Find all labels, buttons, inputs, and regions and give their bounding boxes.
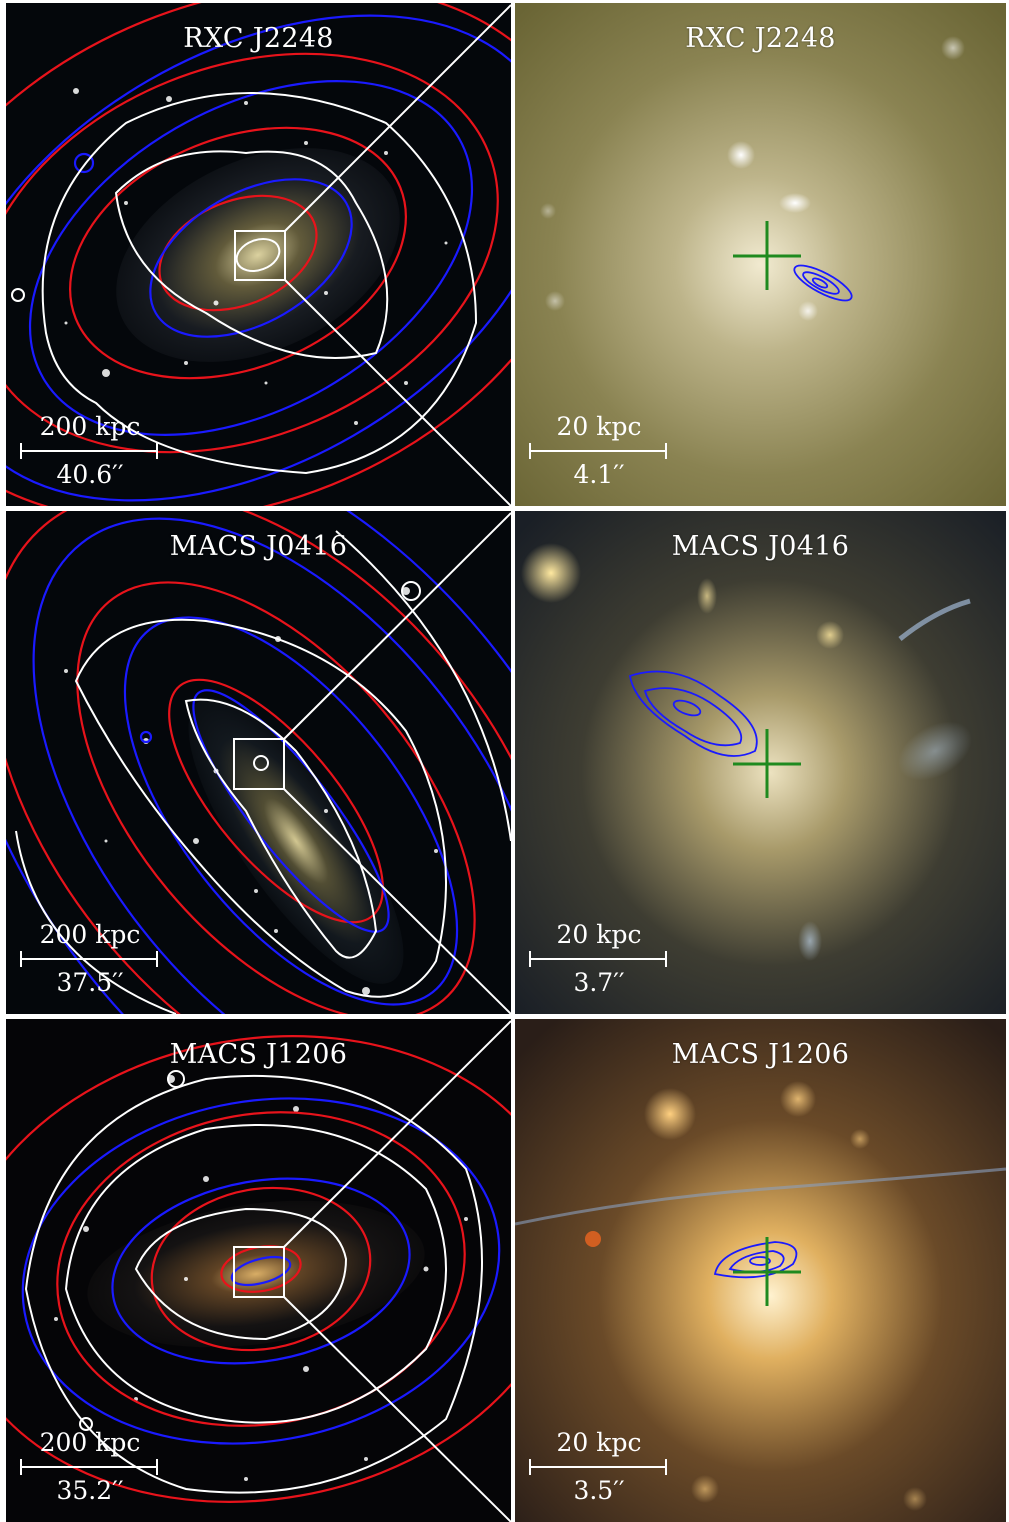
panel-title: MACS J0416 [169, 531, 348, 562]
scale-bar: 200 kpc 37.5′′ [20, 920, 180, 1000]
macsj1206-zoom-image [515, 1019, 1006, 1522]
panel-title: RXC J2248 [183, 23, 334, 54]
scale-kpc-label: 200 kpc [39, 1428, 141, 1457]
scale-kpc-label: 20 kpc [556, 1428, 642, 1457]
scale-kpc-label: 200 kpc [39, 920, 141, 949]
panel-rxcj2248-wide: RXC J2248 200 kpc 40.6′′ [6, 3, 511, 506]
scale-arcsec-label: 3.5′′ [573, 1476, 625, 1505]
panel-title: MACS J1206 [169, 1039, 348, 1070]
scale-arcsec-label: 35.2′′ [56, 1476, 124, 1505]
scale-kpc-label: 200 kpc [39, 412, 141, 441]
scale-kpc-label: 20 kpc [556, 412, 642, 441]
scale-bar-line [20, 1459, 158, 1475]
panel-macsj0416-zoom: MACS J0416 20 kpc 3.7′′ [515, 511, 1006, 1014]
scale-arcsec-label: 4.1′′ [573, 460, 625, 489]
scale-bar: 20 kpc 3.7′′ [529, 920, 689, 1000]
panel-rxcj2248-zoom: RXC J2248 20 kpc 4.1′′ [515, 3, 1006, 506]
scale-arcsec-label: 37.5′′ [56, 968, 124, 997]
panel-title: RXC J2248 [685, 23, 836, 54]
panel-title: MACS J1206 [671, 1039, 850, 1070]
scale-bar-line [20, 443, 158, 459]
panel-macsj1206-wide: MACS J1206 200 kpc 35.2′′ [6, 1019, 511, 1522]
macsj0416-wide-image [6, 511, 511, 1014]
scale-bar: 200 kpc 35.2′′ [20, 1428, 180, 1508]
panel-macsj1206-zoom: MACS J1206 20 kpc 3.5′′ [515, 1019, 1006, 1522]
rxcj2248-zoom-image [515, 3, 1006, 506]
scale-bar-line [20, 951, 158, 967]
scale-bar-line [529, 951, 667, 967]
scale-kpc-label: 20 kpc [556, 920, 642, 949]
scale-arcsec-label: 40.6′′ [56, 460, 124, 489]
scale-bar-line [529, 443, 667, 459]
macsj0416-zoom-image [515, 511, 1006, 1014]
scale-bar: 20 kpc 3.5′′ [529, 1428, 689, 1508]
scale-bar: 20 kpc 4.1′′ [529, 412, 689, 492]
rxcj2248-wide-image [6, 3, 511, 506]
scale-bar: 200 kpc 40.6′′ [20, 412, 180, 492]
scale-bar-line [529, 1459, 667, 1475]
macsj1206-wide-image [6, 1019, 511, 1522]
panel-macsj0416-wide: MACS J0416 200 kpc 37.5′′ [6, 511, 511, 1014]
panel-title: MACS J0416 [671, 531, 850, 562]
scale-arcsec-label: 3.7′′ [573, 968, 625, 997]
